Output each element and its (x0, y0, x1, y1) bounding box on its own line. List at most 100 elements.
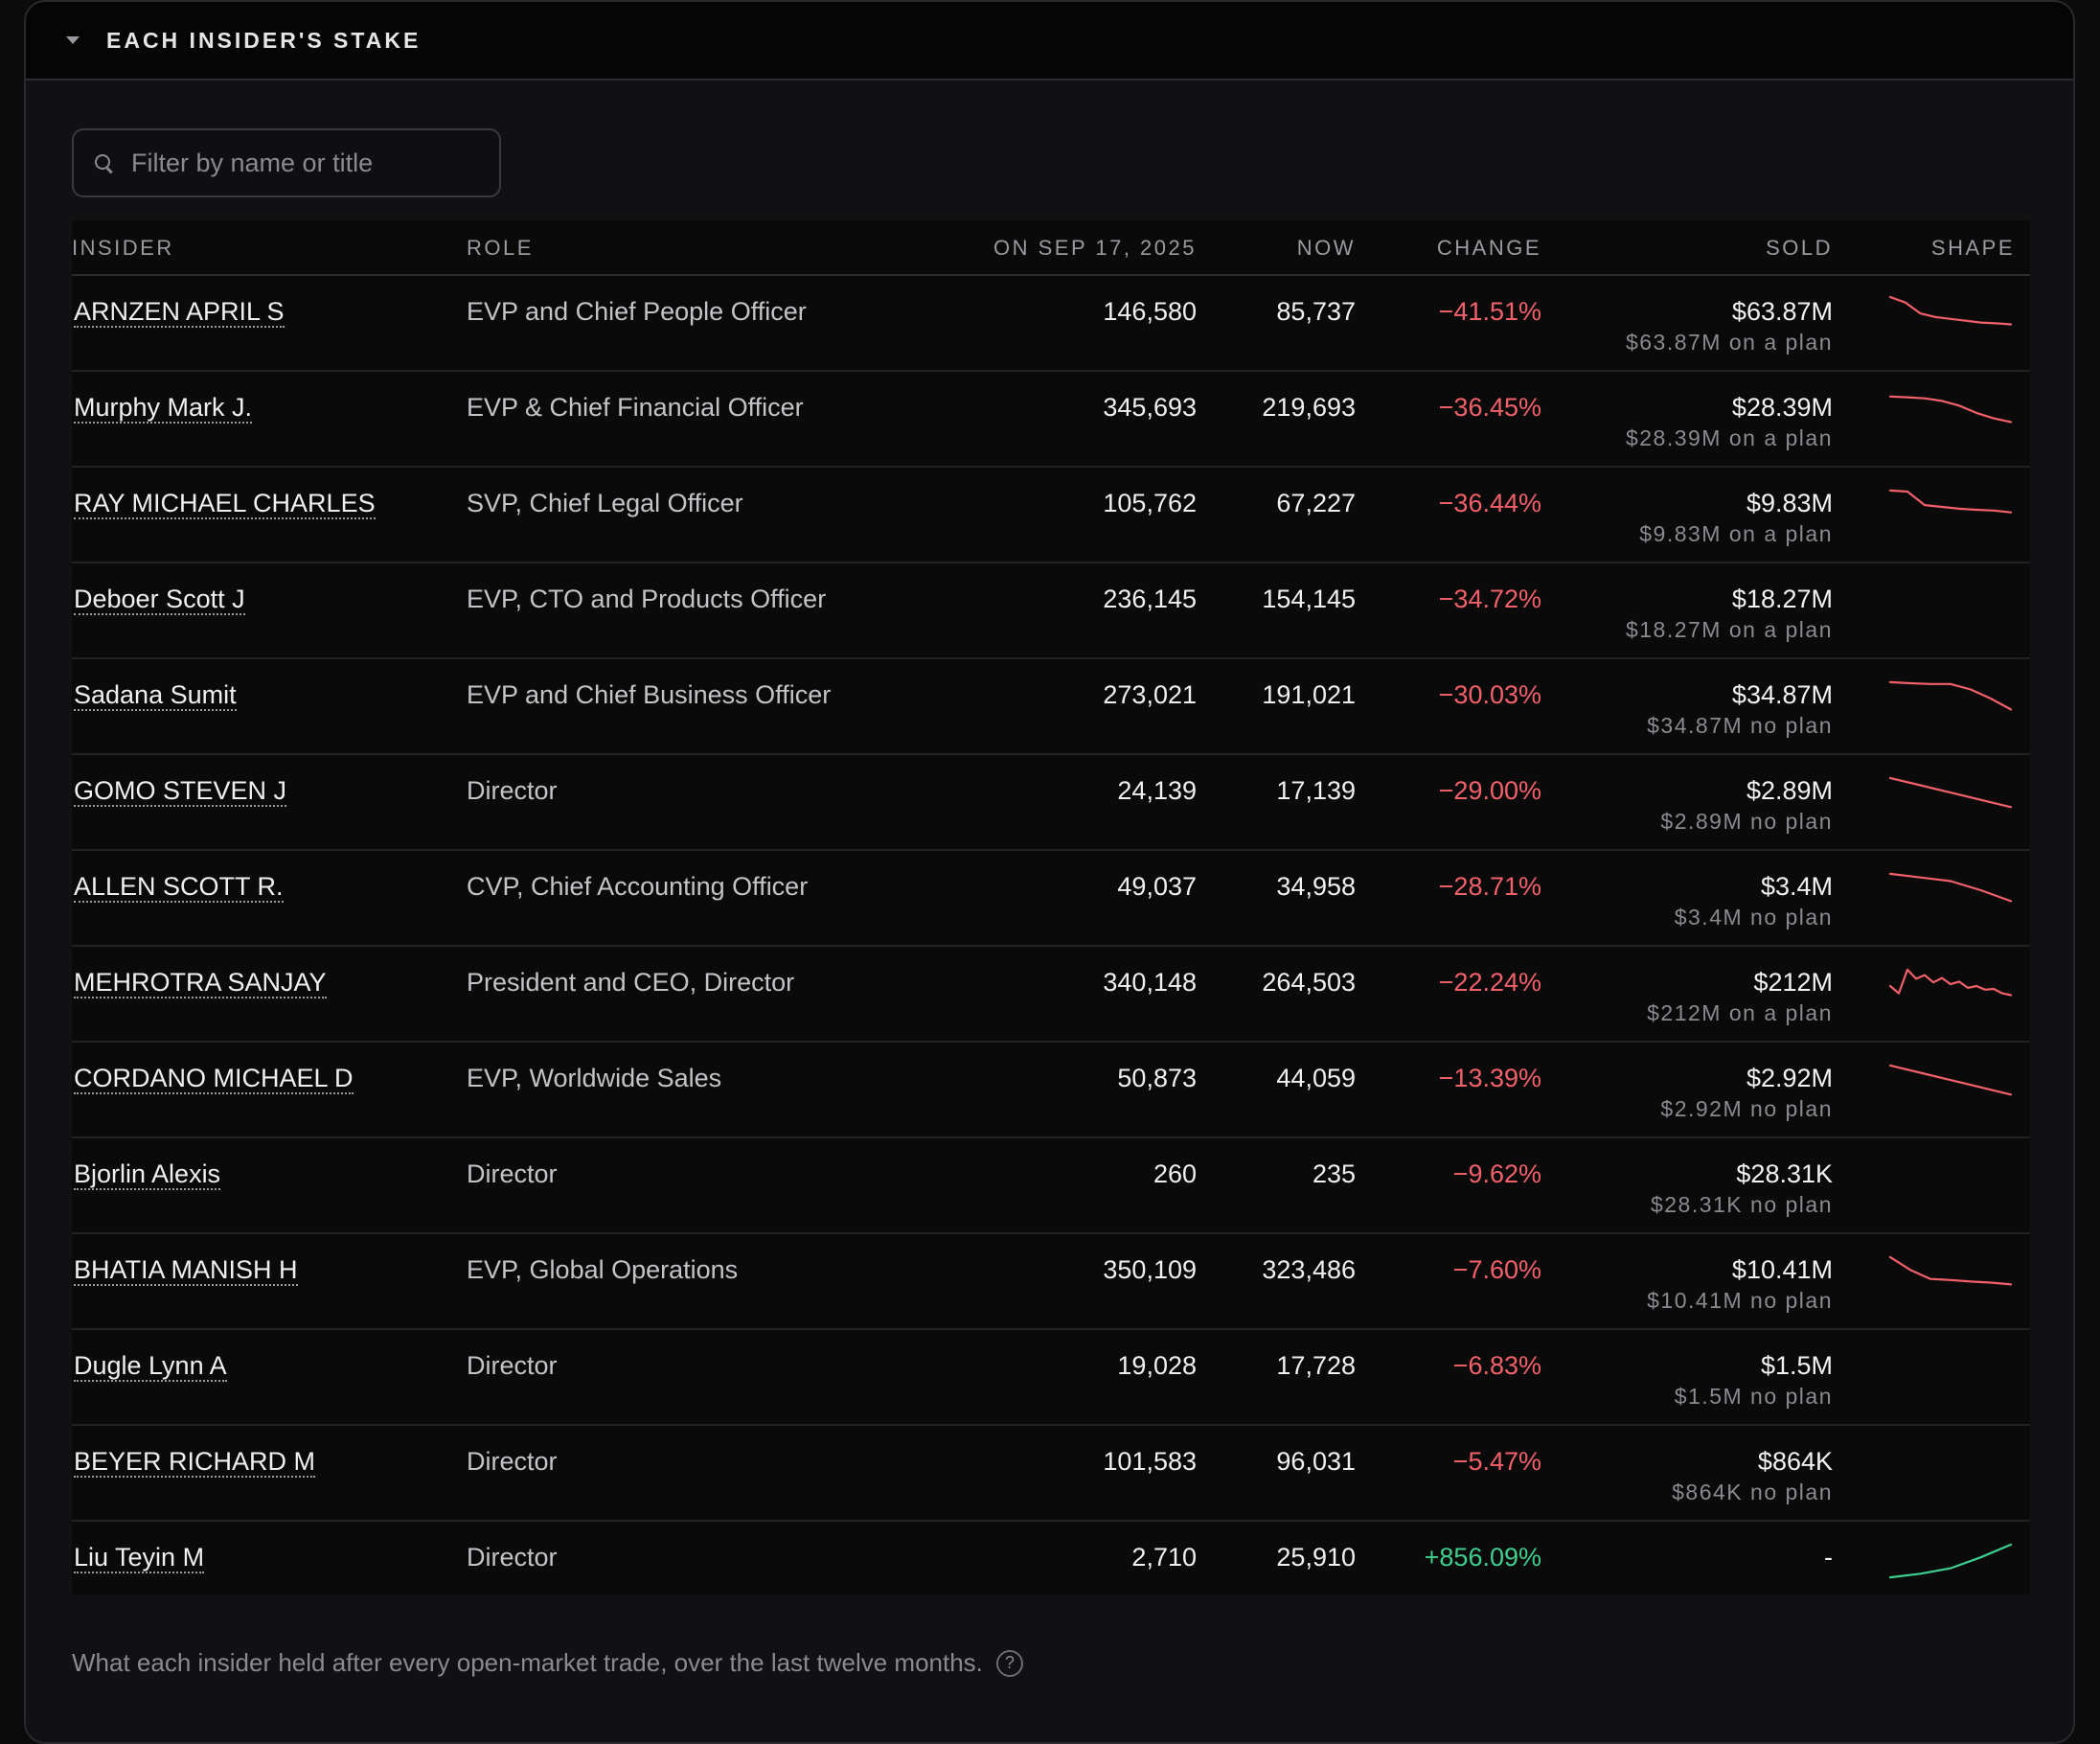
shares-now: 85,737 (1276, 297, 1356, 326)
shape-sparkline (1888, 1543, 2013, 1579)
col-header-sold[interactable]: SOLD (1766, 236, 1833, 260)
insider-role: EVP, CTO and Products Officer (467, 585, 827, 613)
insider-role: Director (467, 1543, 558, 1572)
change-percent: −5.47% (1452, 1447, 1541, 1476)
table-row: GOMO STEVEN J Director 24,139 17,139 −29.00%… (72, 755, 2030, 851)
change-percent: −6.83% (1452, 1351, 1541, 1380)
insider-name-link[interactable]: RAY MICHAEL CHARLES (74, 489, 376, 519)
insider-name-link[interactable]: ALLEN SCOTT R. (74, 872, 284, 903)
insider-name-link[interactable]: Sadana Sumit (74, 680, 237, 711)
insider-role: EVP and Chief Business Officer (467, 680, 832, 709)
sold-amount: $28.31K (1736, 1159, 1833, 1188)
help-icon[interactable]: ? (995, 1649, 1023, 1677)
change-percent: −36.45% (1438, 393, 1541, 422)
shares-on-date: 273,021 (1103, 680, 1197, 709)
insider-role: Director (467, 1351, 558, 1380)
shares-on-date: 105,762 (1103, 489, 1197, 517)
shares-now: 323,486 (1262, 1255, 1356, 1284)
insider-role: Director (467, 776, 558, 805)
shares-on-date: 2,710 (1131, 1543, 1197, 1572)
shares-now: 44,059 (1276, 1064, 1356, 1092)
sold-plan-note: $28.39M on a plan (1625, 425, 1833, 450)
col-header-shape: SHAPE (1930, 236, 2015, 260)
table-row: Deboer Scott J EVP, CTO and Products Offi… (72, 563, 2030, 659)
table-row: BHATIA MANISH H EVP, Global Operations 350… (72, 1234, 2030, 1330)
change-percent: +856.09% (1424, 1543, 1541, 1572)
filter-input[interactable] (129, 147, 478, 179)
shape-sparkline (1888, 489, 2013, 514)
sold-amount: $63.87M (1731, 297, 1833, 326)
shares-on-date: 19,028 (1117, 1351, 1197, 1380)
insider-name-link[interactable]: Liu Teyin M (74, 1543, 205, 1573)
insider-role: Director (467, 1159, 558, 1188)
insider-name-link[interactable]: ARNZEN APRIL S (74, 297, 285, 328)
sold-plan-note: $28.31K no plan (1650, 1192, 1833, 1217)
sold-plan-note: $212M on a plan (1647, 1000, 1833, 1025)
table-row: Murphy Mark J. EVP & Chief Financial Offi… (72, 372, 2030, 468)
shares-on-date: 260 (1153, 1159, 1197, 1188)
change-percent: −13.39% (1438, 1064, 1541, 1092)
col-header-change[interactable]: CHANGE (1436, 236, 1541, 260)
shares-on-date: 345,693 (1103, 393, 1197, 422)
insider-name-link[interactable]: Bjorlin Alexis (74, 1159, 221, 1190)
shares-now: 67,227 (1276, 489, 1356, 517)
insider-name-link[interactable]: BEYER RICHARD M (74, 1447, 316, 1478)
change-percent: −22.24% (1438, 968, 1541, 997)
shape-sparkline (1888, 776, 2013, 809)
shares-now: 191,021 (1262, 680, 1356, 709)
insider-role: EVP and Chief People Officer (467, 297, 807, 326)
sold-plan-note: $3.4M no plan (1674, 905, 1833, 929)
insider-name-link[interactable]: Dugle Lynn A (74, 1351, 227, 1382)
panel-title: EACH INSIDER'S STAKE (106, 27, 422, 53)
insider-role: EVP, Worldwide Sales (467, 1064, 722, 1092)
shares-on-date: 49,037 (1117, 872, 1197, 901)
insider-stake-panel: EACH INSIDER'S STAKE INSIDER ROLE ON SEP… (24, 0, 2075, 1744)
shares-now: 235 (1312, 1159, 1356, 1188)
col-header-insider[interactable]: INSIDER (72, 236, 174, 260)
sold-amount: $212M (1753, 968, 1833, 997)
col-header-now[interactable]: NOW (1296, 236, 1356, 260)
shape-sparkline (1888, 1255, 2013, 1286)
panel-header[interactable]: EACH INSIDER'S STAKE (26, 2, 2073, 80)
table-row: Liu Teyin M Director 2,710 25,910 +856.09% - (72, 1522, 2030, 1595)
insider-name-link[interactable]: GOMO STEVEN J (74, 776, 287, 807)
insider-name-link[interactable]: CORDANO MICHAEL D (74, 1064, 354, 1094)
sold-amount: $1.5M (1760, 1351, 1833, 1380)
shares-on-date: 24,139 (1117, 776, 1197, 805)
sold-amount: $18.27M (1731, 585, 1833, 613)
col-header-role[interactable]: ROLE (467, 236, 534, 260)
insider-name-link[interactable]: Deboer Scott J (74, 585, 245, 615)
search-icon (95, 154, 113, 174)
table-row: CORDANO MICHAEL D EVP, Worldwide Sales 50,… (72, 1043, 2030, 1138)
change-percent: −28.71% (1438, 872, 1541, 901)
table-row: ARNZEN APRIL S EVP and Chief People Offic… (72, 276, 2030, 372)
insider-name-link[interactable]: Murphy Mark J. (74, 393, 253, 424)
insider-role: EVP, Global Operations (467, 1255, 739, 1284)
sold-amount: $28.39M (1731, 393, 1833, 422)
shares-on-date: 340,148 (1103, 968, 1197, 997)
table-footer: What each insider held after every open-… (72, 1648, 1023, 1678)
insider-name-link[interactable]: MEHROTRA SANJAY (74, 968, 327, 998)
change-percent: −30.03% (1438, 680, 1541, 709)
col-header-on-date[interactable]: ON SEP 17, 2025 (993, 236, 1197, 260)
sold-plan-note: $63.87M on a plan (1625, 330, 1833, 355)
insider-role: CVP, Chief Accounting Officer (467, 872, 809, 901)
shares-now: 219,693 (1262, 393, 1356, 422)
change-percent: −29.00% (1438, 776, 1541, 805)
sold-plan-note: $2.89M no plan (1660, 809, 1833, 834)
collapse-caret-icon[interactable] (66, 36, 80, 44)
sold-plan-note: $9.83M on a plan (1639, 521, 1833, 546)
filter-box[interactable] (72, 128, 501, 197)
table-row: Dugle Lynn A Director 19,028 17,728 −6.83% $1… (72, 1330, 2030, 1426)
shares-on-date: 50,873 (1117, 1064, 1197, 1092)
sold-amount: $2.89M (1746, 776, 1833, 805)
sold-plan-note: $34.87M no plan (1647, 713, 1833, 738)
sold-amount: $9.83M (1746, 489, 1833, 517)
insider-name-link[interactable]: BHATIA MANISH H (74, 1255, 298, 1286)
shape-sparkline (1888, 395, 2013, 424)
table-row: Bjorlin Alexis Director 260 235 −9.62% $28.31… (72, 1138, 2030, 1234)
shape-sparkline (1888, 1064, 2013, 1096)
insider-role: SVP, Chief Legal Officer (467, 489, 743, 517)
shares-on-date: 146,580 (1103, 297, 1197, 326)
shares-now: 17,728 (1276, 1351, 1356, 1380)
